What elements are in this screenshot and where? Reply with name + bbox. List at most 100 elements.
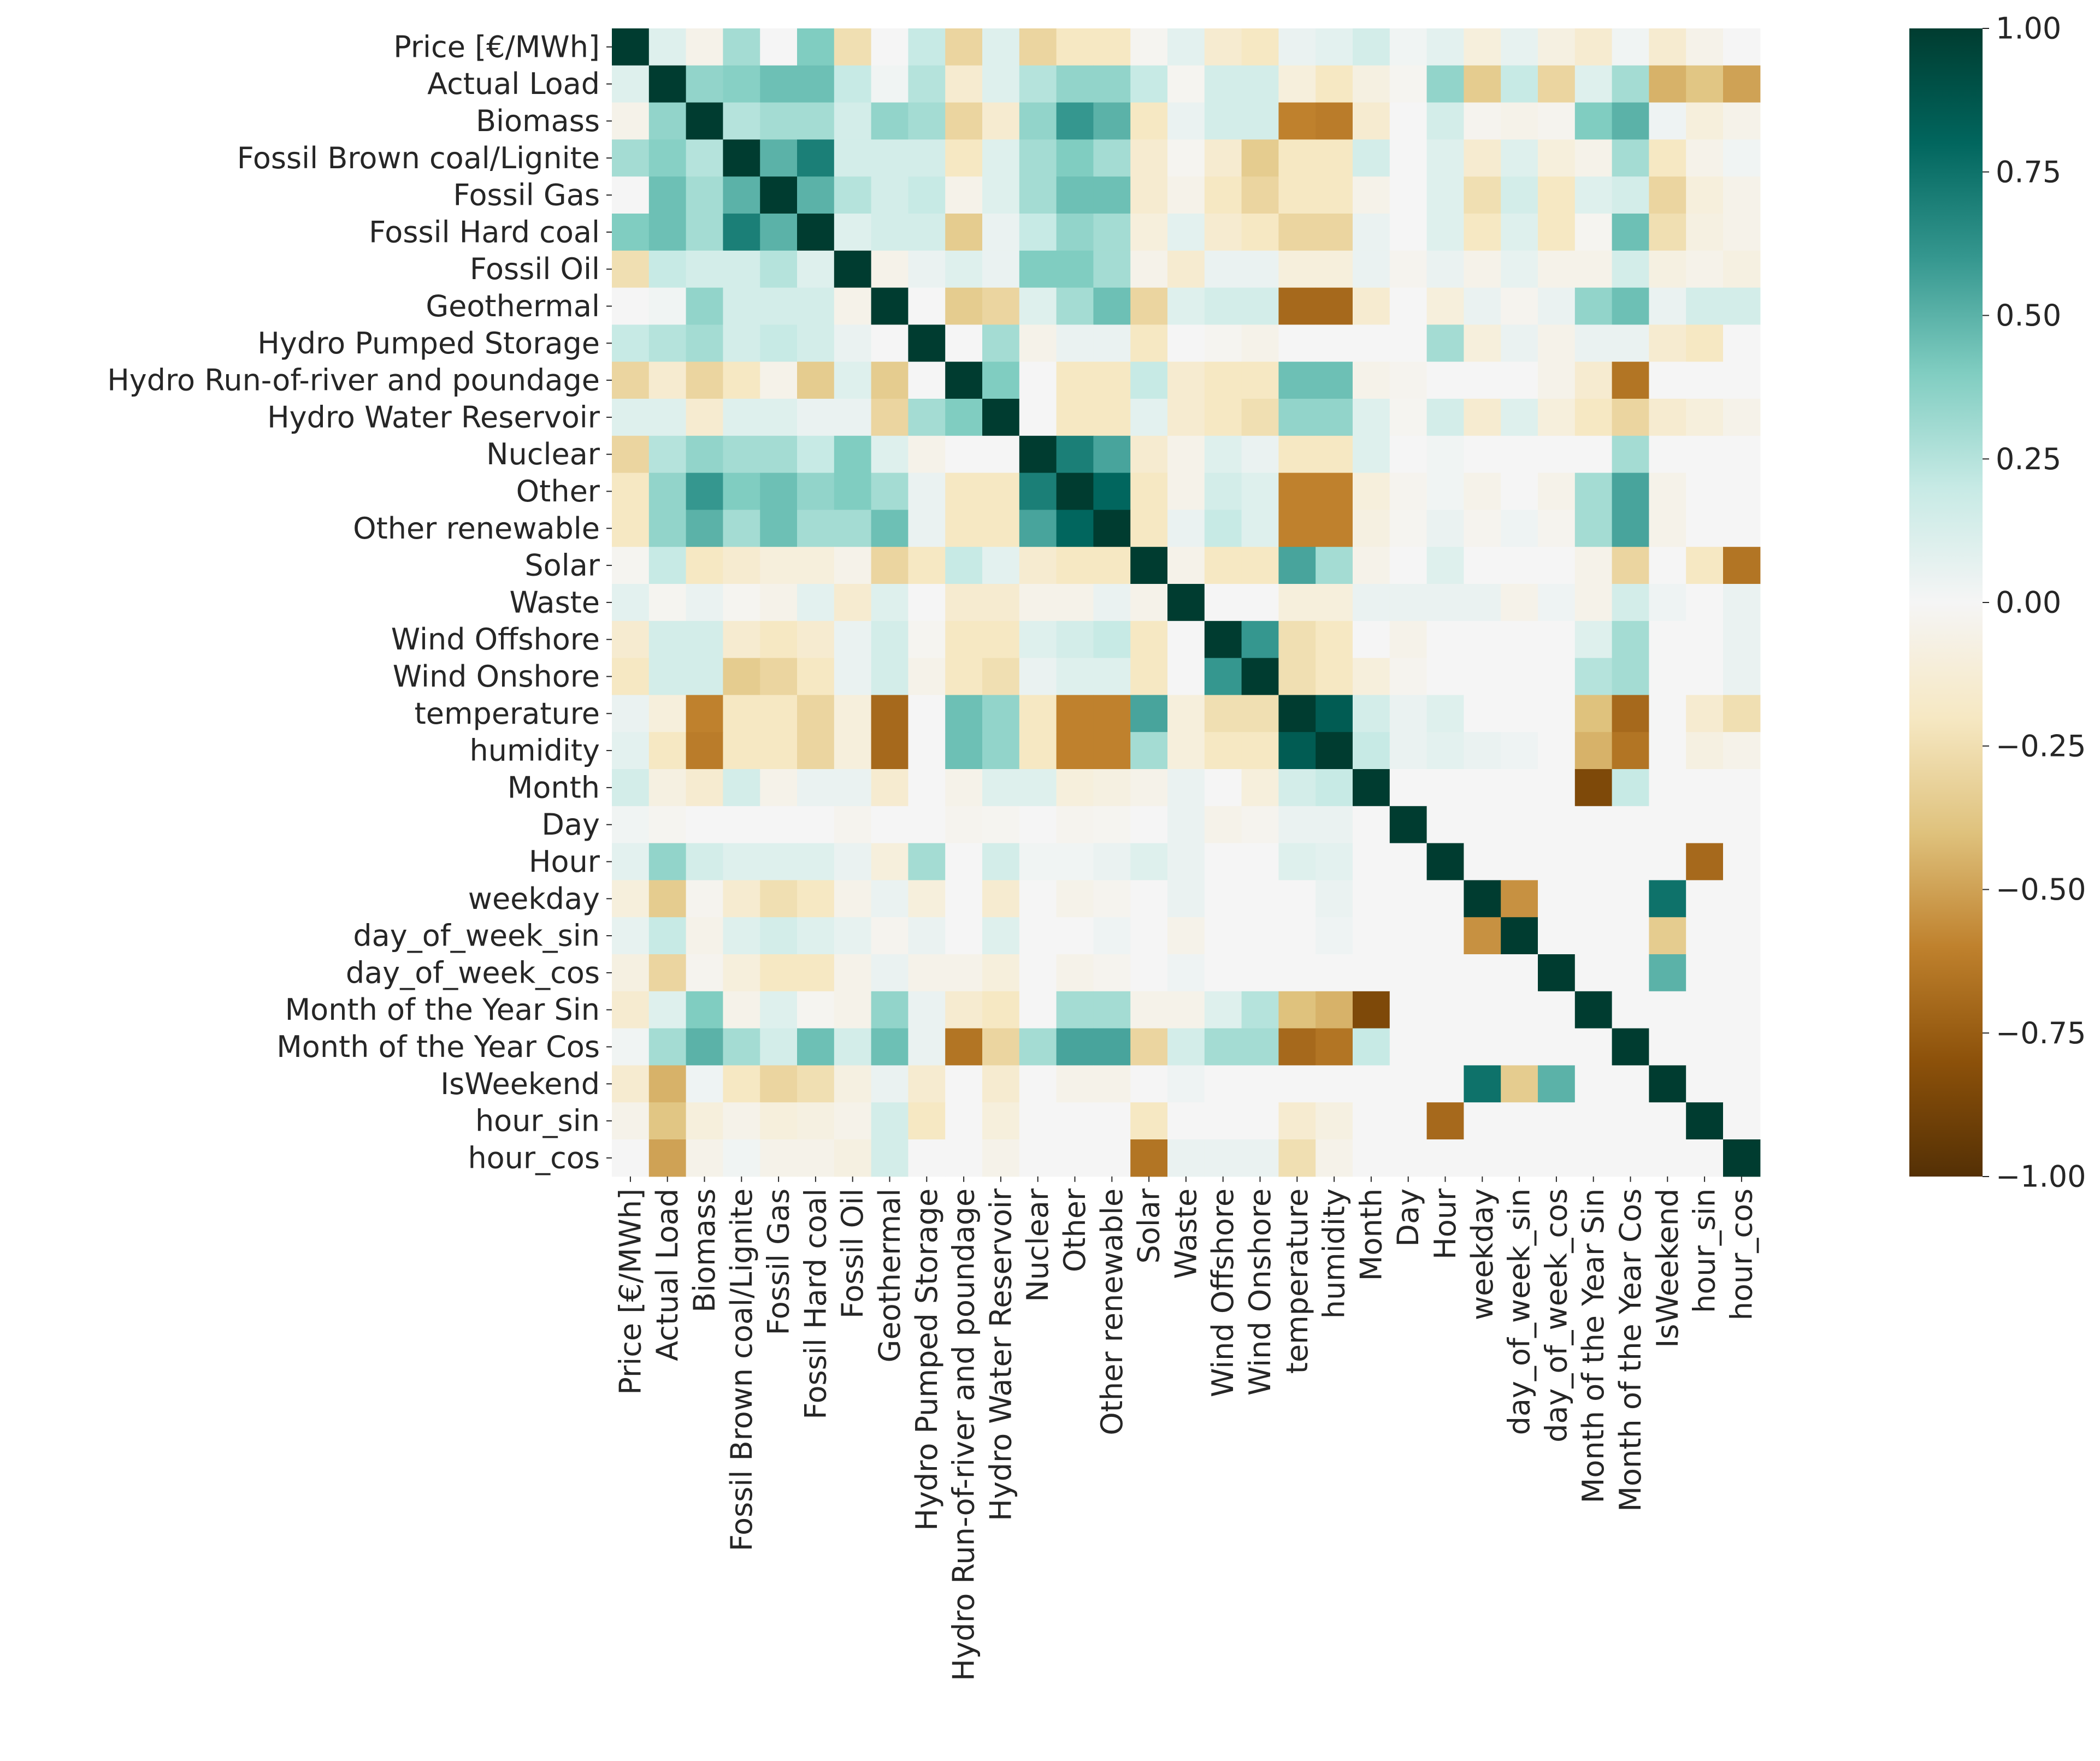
heatmap-cell <box>1723 102 1761 140</box>
row-label-text: Day <box>541 807 600 842</box>
heatmap-cell <box>1019 695 1057 732</box>
heatmap-cell <box>1501 28 1538 66</box>
heatmap-cell <box>1501 547 1538 584</box>
heatmap-cell <box>686 843 723 880</box>
heatmap-cell <box>1649 214 1686 251</box>
heatmap-cell <box>982 621 1020 659</box>
heatmap-cell <box>1426 65 1464 103</box>
heatmap-cell <box>1389 214 1427 251</box>
heatmap-cell <box>1538 176 1576 214</box>
heatmap-cell <box>1501 954 1538 992</box>
heatmap-cell <box>1278 769 1316 807</box>
column-label: Geothermal <box>872 1176 907 1362</box>
heatmap-cell <box>1130 399 1168 436</box>
heatmap-cell <box>797 287 835 325</box>
heatmap-cell <box>1574 1139 1613 1177</box>
heatmap-cell <box>686 1139 723 1177</box>
heatmap-cell <box>1316 917 1353 955</box>
row-label: Fossil Brown coal/Lignite <box>237 141 612 175</box>
heatmap-cell <box>1686 954 1724 992</box>
heatmap-cell <box>982 510 1020 547</box>
heatmap-cell <box>1093 1065 1131 1103</box>
heatmap-cell <box>1019 28 1057 66</box>
heatmap-cell <box>1612 917 1649 955</box>
heatmap-cell <box>945 250 983 288</box>
column-label: hour_sin <box>1688 1176 1722 1313</box>
heatmap-cell <box>1426 806 1464 844</box>
heatmap-cell <box>834 250 872 288</box>
heatmap-cell <box>612 621 650 659</box>
heatmap-cell <box>1204 732 1242 770</box>
heatmap-cell <box>1316 547 1353 584</box>
heatmap-cell <box>871 1065 909 1103</box>
heatmap-cell <box>1167 769 1205 807</box>
heatmap-cell <box>945 510 983 547</box>
heatmap-cell <box>834 362 872 399</box>
heatmap-cell <box>1649 65 1686 103</box>
row-label: temperature <box>415 696 612 731</box>
heatmap-cell <box>1686 621 1724 659</box>
column-label-text: Month <box>1354 1189 1388 1281</box>
heatmap-cell <box>834 1139 872 1177</box>
heatmap-cell <box>982 435 1020 474</box>
heatmap-cell <box>1056 1065 1094 1103</box>
heatmap-cell <box>1093 621 1131 659</box>
heatmap-cell <box>686 584 723 622</box>
heatmap-cell <box>1130 176 1168 214</box>
heatmap-cell <box>982 324 1020 362</box>
heatmap-cell <box>1130 954 1168 992</box>
heatmap-cell <box>1241 769 1279 807</box>
heatmap-cell <box>834 1028 872 1066</box>
heatmap-cell <box>1353 28 1390 66</box>
heatmap-cell <box>1093 324 1131 362</box>
heatmap-cell <box>1316 843 1353 880</box>
heatmap-cell <box>1204 695 1242 732</box>
heatmap-cell <box>908 214 946 251</box>
heatmap-cell <box>908 435 946 474</box>
heatmap-cell <box>1686 399 1724 436</box>
heatmap-cell <box>1056 880 1094 918</box>
heatmap-cell <box>1278 1028 1316 1066</box>
heatmap-cell <box>871 732 909 770</box>
heatmap-cell <box>797 843 835 880</box>
heatmap-cell <box>1501 991 1538 1029</box>
heatmap-cell <box>1612 139 1649 177</box>
heatmap-cell <box>982 399 1020 436</box>
heatmap-cell <box>686 1065 723 1103</box>
row-label-text: hour_sin <box>475 1104 600 1138</box>
heatmap-cell <box>760 843 798 880</box>
heatmap-cell <box>1130 732 1168 770</box>
heatmap-cell <box>1574 435 1613 474</box>
heatmap-cell <box>1019 362 1057 399</box>
heatmap-cell <box>1649 510 1686 547</box>
heatmap-cell <box>1353 399 1390 436</box>
heatmap-cell <box>1204 991 1242 1029</box>
heatmap-cell <box>1649 621 1686 659</box>
heatmap-cell <box>1612 954 1649 992</box>
heatmap-cell <box>1686 991 1724 1029</box>
heatmap-cell <box>1538 917 1576 955</box>
heatmap-cell <box>1612 287 1649 325</box>
heatmap-cell <box>1389 176 1427 214</box>
heatmap-cell <box>686 250 723 288</box>
heatmap-cell <box>834 917 872 955</box>
heatmap-cell <box>1501 621 1538 659</box>
heatmap-cell <box>945 435 983 474</box>
heatmap-cell <box>1426 399 1464 436</box>
heatmap-cell <box>945 176 983 214</box>
row-label-text: weekday <box>468 882 600 916</box>
heatmap-cell <box>945 1139 983 1177</box>
heatmap-cell <box>1538 584 1576 622</box>
heatmap-cell <box>945 954 983 992</box>
heatmap-cell <box>648 843 687 880</box>
heatmap-cell <box>797 139 835 177</box>
heatmap-cell <box>871 102 909 140</box>
heatmap-cell <box>945 658 983 695</box>
heatmap-cell <box>834 843 872 880</box>
heatmap-cell <box>1353 65 1390 103</box>
heatmap-cell <box>1130 214 1168 251</box>
heatmap-cell <box>1464 250 1501 288</box>
heatmap-cell <box>1538 214 1576 251</box>
heatmap-cell <box>1574 621 1613 659</box>
heatmap-cell <box>797 399 835 436</box>
